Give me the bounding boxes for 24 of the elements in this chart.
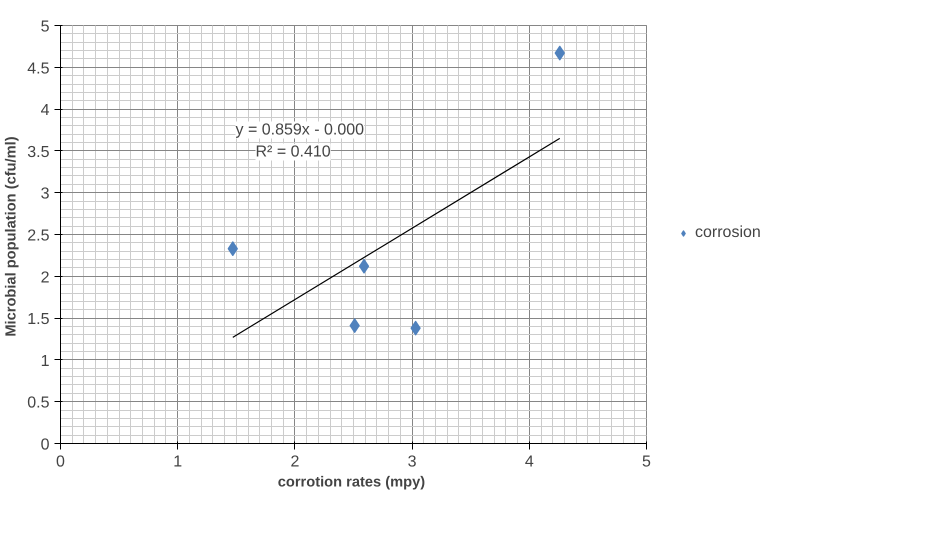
y-tick-label: 0: [40, 436, 50, 454]
x-tick-label: 1: [173, 454, 182, 470]
y-tick-label: 1.5: [27, 311, 50, 328]
y-tick-label: 4: [40, 102, 50, 120]
y-tick-label: 3: [40, 186, 50, 203]
x-tick-label: 4: [524, 454, 534, 470]
y-tick-label: 3.5: [27, 144, 50, 161]
x-tick-label: 5: [642, 454, 652, 470]
y-tick-label: 2: [40, 269, 50, 286]
y-tick-label: 5: [40, 18, 50, 36]
legend-label: corrosion: [695, 224, 762, 242]
point: [358, 258, 370, 274]
y-tick-label: 0.5: [27, 394, 50, 412]
y-tick-label: 2.5: [27, 228, 50, 244]
x-tick-label: 3: [408, 454, 417, 470]
y-tick-label: 1: [40, 352, 50, 370]
x-tick-label: 2: [290, 454, 300, 470]
x-axis-title: corrotion rates (mpy): [278, 474, 426, 490]
annotation: y = 0.859x - 0.000: [236, 122, 364, 138]
y-tick-label: 4.5: [27, 60, 50, 78]
y-axis-title: Microbial population (cfu/ml): [3, 136, 20, 337]
x-tick-label: 0: [56, 454, 66, 470]
annotation: R² = 0.410: [256, 144, 331, 160]
point: [410, 320, 421, 336]
